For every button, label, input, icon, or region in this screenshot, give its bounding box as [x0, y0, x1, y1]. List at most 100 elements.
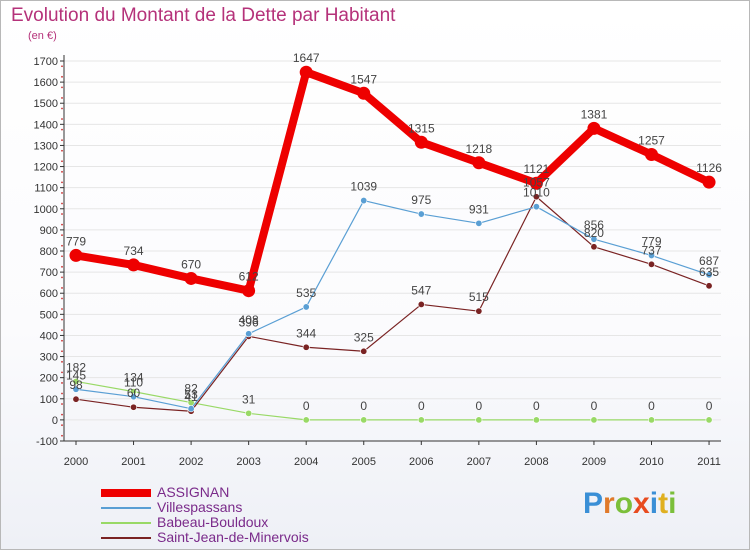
y-tick-label: 1400	[34, 119, 58, 131]
y-minor-tick	[61, 371, 63, 374]
data-point	[647, 416, 655, 424]
data-label: 134	[124, 371, 144, 385]
data-point	[242, 284, 256, 298]
y-minor-tick	[61, 297, 63, 300]
data-point	[705, 282, 713, 290]
data-label: 1010	[523, 186, 550, 200]
logo-letter: P	[583, 487, 604, 520]
data-label: 396	[239, 315, 259, 329]
y-minor-tick	[61, 75, 63, 78]
data-label: 779	[66, 234, 86, 248]
data-point	[360, 347, 368, 355]
data-label: 0	[418, 399, 425, 413]
legend-label: Villespassans	[157, 499, 243, 515]
y-tick-label: 900	[40, 225, 58, 237]
legend-label: Babeau-Bouldoux	[157, 514, 269, 530]
data-label: 60	[127, 386, 141, 400]
chart-title: Evolution du Montant de la Dette par Hab…	[11, 5, 396, 26]
data-label: 41	[184, 390, 198, 404]
series-line-babeau-bouldoux	[75, 380, 710, 421]
data-point	[357, 86, 371, 100]
y-minor-tick	[61, 329, 63, 332]
data-point	[532, 416, 540, 424]
data-point	[590, 243, 598, 251]
data-label: 670	[181, 257, 201, 271]
legend-swatch	[101, 522, 151, 524]
y-minor-tick	[61, 308, 63, 310]
x-tick-label: 2010	[639, 456, 663, 468]
data-point	[705, 271, 713, 279]
y-minor-tick	[61, 350, 63, 353]
y-tick-label: 700	[40, 267, 58, 279]
data-label: 110	[124, 376, 143, 390]
data-label: 0	[591, 399, 598, 413]
data-label: 856	[584, 218, 604, 232]
y-tick-label: 1500	[34, 98, 58, 110]
y-minor-tick	[61, 360, 63, 363]
data-point	[360, 416, 368, 424]
y-minor-tick	[61, 276, 63, 279]
data-point	[245, 330, 253, 338]
data-label: 737	[641, 243, 661, 257]
x-tick-label: 2001	[121, 456, 145, 468]
y-tick-label: 400	[40, 330, 58, 342]
data-point	[532, 193, 540, 201]
data-label: 535	[296, 286, 316, 300]
data-label: 975	[411, 193, 431, 207]
data-point	[360, 197, 368, 205]
data-label: 734	[124, 244, 144, 258]
y-minor-tick	[61, 107, 63, 110]
data-point	[587, 121, 601, 135]
chart-unit-label: (en €)	[28, 30, 57, 42]
x-tick-label: 2011	[697, 456, 721, 468]
y-minor-tick	[61, 255, 63, 258]
data-point	[184, 271, 198, 285]
data-point	[72, 377, 80, 385]
data-point	[472, 156, 486, 170]
data-label: 0	[476, 399, 483, 413]
data-label: 687	[699, 254, 719, 268]
data-point	[475, 416, 483, 424]
data-label: 145	[66, 368, 86, 382]
data-point	[302, 343, 310, 351]
x-tick-label: 2004	[294, 456, 318, 468]
y-minor-tick	[61, 192, 63, 194]
y-minor-tick	[61, 234, 63, 237]
legend-label: ASSIGNAN	[157, 484, 230, 500]
series-line-assignan	[72, 68, 714, 295]
data-point	[414, 135, 428, 149]
data-label: 1057	[523, 176, 550, 190]
data-label: 408	[239, 313, 259, 327]
data-label: 1121	[523, 162, 549, 176]
data-label: 1315	[408, 121, 435, 135]
y-minor-tick	[61, 160, 63, 163]
y-minor-tick	[61, 128, 63, 131]
y-tick-label: 0	[52, 415, 58, 427]
y-minor-tick	[61, 97, 63, 99]
y-minor-tick	[61, 339, 63, 342]
data-point	[529, 176, 543, 190]
y-tick-label: 1100	[34, 183, 58, 195]
x-tick-label: 2009	[582, 456, 606, 468]
series-line-saint-jean-de-minervois	[75, 196, 710, 412]
y-tick-label: 200	[40, 373, 58, 385]
data-point	[475, 219, 483, 227]
data-point	[302, 416, 310, 424]
y-minor-tick	[61, 65, 63, 68]
data-label: 515	[469, 290, 489, 304]
logo-letter: o	[614, 487, 634, 520]
data-label: 820	[584, 226, 604, 240]
x-tick-label: 2008	[524, 456, 548, 468]
y-minor-tick	[61, 287, 63, 289]
data-label: 325	[354, 330, 374, 344]
y-minor-tick	[61, 382, 63, 384]
y-minor-tick	[61, 244, 63, 247]
data-point	[417, 300, 425, 308]
legend-swatch	[101, 507, 151, 509]
proxiti-logo: Proxiti	[583, 487, 676, 521]
y-tick-label: 1000	[34, 204, 58, 216]
data-label: 1381	[581, 107, 608, 121]
logo-letter: i	[649, 487, 659, 520]
data-point	[590, 235, 598, 243]
